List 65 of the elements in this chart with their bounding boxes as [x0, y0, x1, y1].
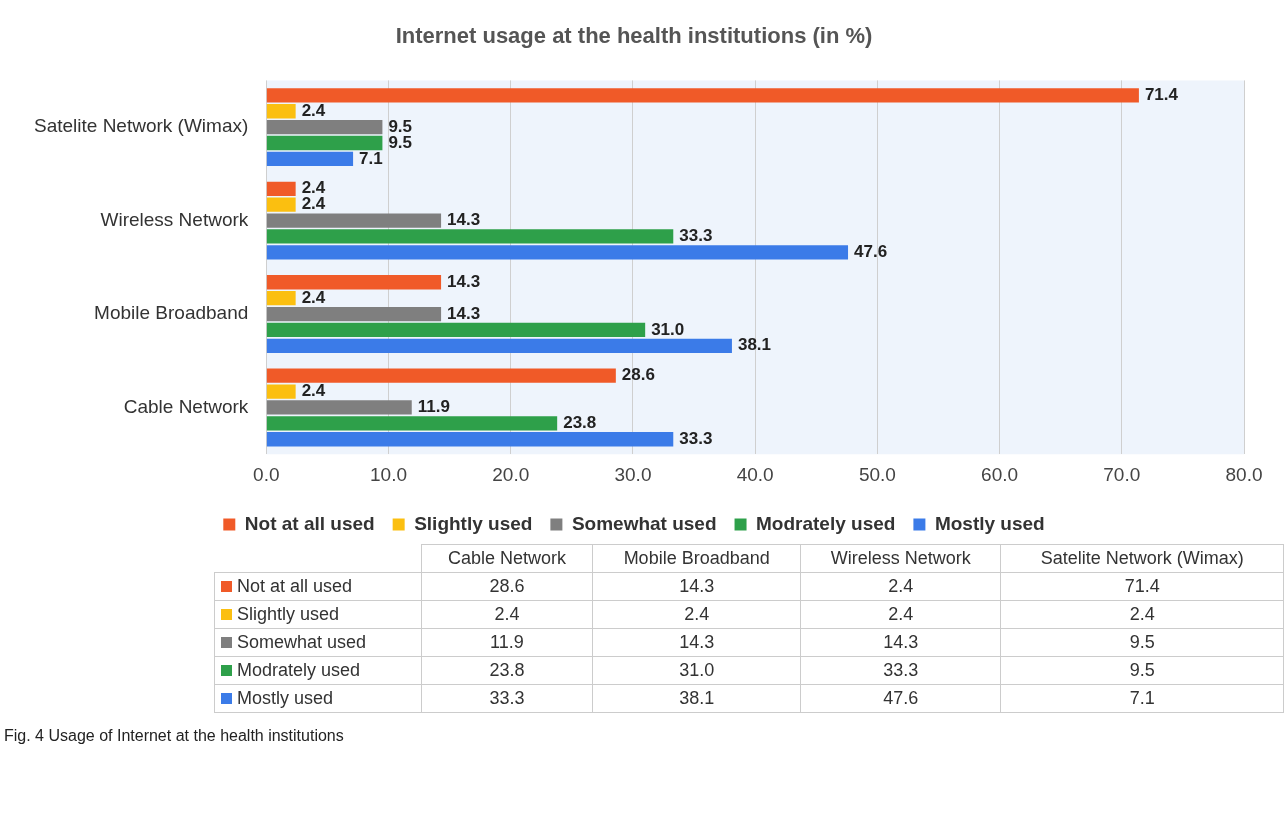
text: Somewhat used	[237, 632, 367, 652]
text: 2.4	[888, 604, 914, 624]
legend-label: Mostly used	[934, 512, 1045, 534]
y-tick-label: Satelite Network (Wimax)	[33, 115, 249, 137]
data-label: 31.0	[651, 319, 685, 339]
category-label: Cable Network	[447, 548, 566, 568]
data-label: 33.3	[679, 428, 713, 448]
x-tick-label: 40.0	[736, 463, 774, 485]
category-label: Wireless Network	[830, 548, 971, 568]
text: 33.3	[883, 660, 919, 680]
legend-label: Slightly used	[414, 512, 533, 534]
x-tick-label: 70.0	[1103, 463, 1141, 485]
text: 23.8	[489, 660, 525, 680]
legend-label: Not at all used	[244, 512, 375, 534]
data-label: 14.3	[447, 271, 481, 291]
data-label: 23.8	[563, 413, 597, 433]
text: Modrately used	[237, 660, 361, 680]
x-tick-label: 50.0	[858, 463, 896, 485]
data-label: 7.1	[359, 148, 383, 168]
text: Not at all used	[237, 576, 353, 596]
text: Mostly used	[237, 688, 334, 708]
text: 2.4	[684, 604, 710, 624]
x-tick-label: 60.0	[981, 463, 1019, 485]
legend-label: Modrately used	[756, 512, 896, 534]
data-label: 28.6	[621, 365, 655, 385]
data-label: 14.3	[447, 303, 481, 323]
text: 14.3	[883, 632, 919, 652]
text: 38.1	[679, 688, 715, 708]
y-tick-label: Cable Network	[123, 395, 249, 417]
data-label: 47.6	[854, 242, 888, 262]
data-label: 71.4	[1144, 85, 1179, 105]
y-tick-label: Wireless Network	[100, 208, 249, 230]
data-label: 33.3	[679, 226, 713, 246]
text: 31.0	[679, 660, 715, 680]
chart-title: Internet usage at the health institutions (in %)	[395, 23, 873, 49]
legend-label: Somewhat used	[571, 512, 717, 534]
x-tick-label: 80.0	[1225, 463, 1263, 485]
text: 2.4	[888, 576, 914, 596]
category-label: Mobile Broadband	[623, 548, 770, 568]
text: 2.4	[494, 604, 520, 624]
x-tick-label: 20.0	[492, 463, 530, 485]
text: 9.5	[1129, 632, 1155, 652]
text: 28.6	[489, 576, 525, 596]
text: 14.3	[679, 632, 715, 652]
text: 2.4	[1129, 604, 1155, 624]
text: Slightly used	[237, 604, 340, 624]
data-label: 2.4	[301, 381, 326, 401]
text: 14.3	[679, 576, 715, 596]
y-tick-label: Mobile Broadband	[94, 302, 249, 324]
data-label: 11.9	[417, 397, 450, 417]
text: 33.3	[489, 688, 525, 708]
x-tick-label: 10.0	[370, 463, 408, 485]
text: 71.4	[1124, 576, 1160, 596]
caption: Fig. 4 Usage of Internet at the health institutions	[4, 727, 345, 745]
data-label: 2.4	[301, 287, 326, 307]
data-label: 38.1	[737, 335, 772, 355]
data-label: 2.4	[301, 100, 326, 120]
x-tick-label: 30.0	[614, 463, 652, 485]
category-label: Satelite Network (Wimax)	[1040, 548, 1244, 568]
text: 7.1	[1129, 688, 1155, 708]
x-tick-label: 0.0	[253, 463, 280, 485]
text: 47.6	[883, 688, 919, 708]
data-label: 14.3	[447, 210, 481, 230]
text: 9.5	[1129, 660, 1155, 680]
text: 11.9	[490, 632, 524, 652]
